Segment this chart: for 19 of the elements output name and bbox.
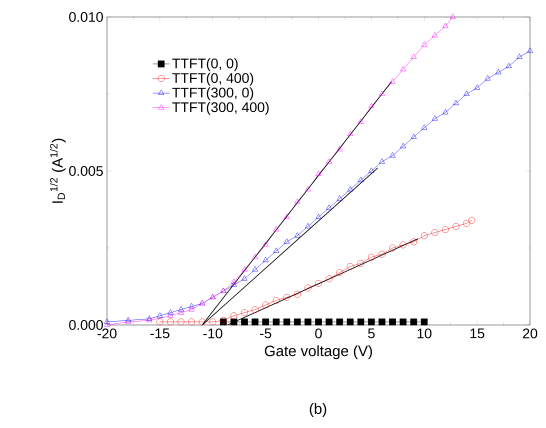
y-tick-label: 0.000: [69, 320, 103, 330]
text: (b): [310, 403, 326, 417]
x-tick-label: 5: [368, 328, 375, 338]
y-tick-label: 0.005: [69, 166, 103, 176]
x-tick-label: 20: [522, 328, 538, 338]
legend-label: TTFT(0, 400): [172, 72, 254, 86]
y-tick-label: 0.010: [69, 12, 103, 22]
x-tick-label: 15: [470, 328, 484, 338]
x-tick-label: -20: [98, 328, 117, 338]
x-tick-label: -15: [150, 328, 170, 338]
x-tick-label: -5: [260, 328, 272, 338]
x-tick-label: 10: [418, 328, 432, 338]
x-tick-label: 0: [315, 328, 322, 338]
x-tick-label: -10: [203, 328, 222, 338]
x-axis-title: Gate voltage (V): [264, 345, 372, 360]
y-axis-title: I$_{D}$$^{1/2}$ (A$^{1/2}$): [50, 138, 66, 203]
legend-label: TTFT(0, 0): [172, 58, 238, 72]
legend-label: TTFT(300, 400): [172, 102, 269, 115]
legend-label: TTFT(300, 0): [172, 87, 254, 100]
